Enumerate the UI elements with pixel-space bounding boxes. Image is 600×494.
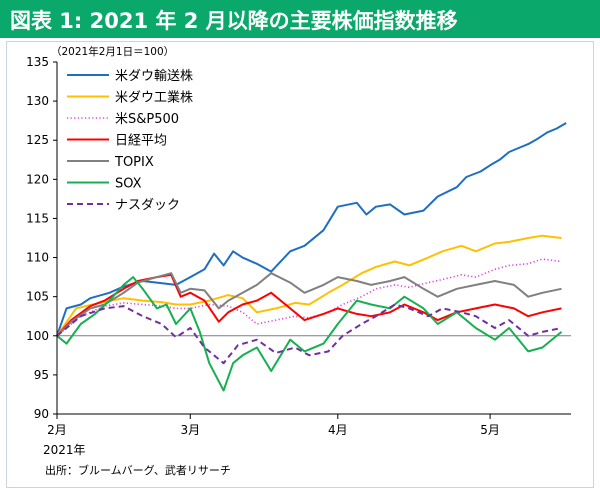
legend-label-6: ナスダック xyxy=(115,198,180,213)
legend-label-3: 日経平均 xyxy=(115,134,167,149)
y-tick-label: 105 xyxy=(26,290,49,304)
chart-panel: （2021年2月1日＝100） 90 95 100 105 110 115 120 125 13… xyxy=(6,41,594,488)
y-tick-label: 110 xyxy=(26,251,49,265)
y-tick-label: 125 xyxy=(26,133,49,147)
x-tick-label: 4月 xyxy=(328,423,348,437)
series-line-6 xyxy=(56,303,562,365)
legend-label-0: 米ダウ輸送株 xyxy=(115,69,193,84)
legend-label-1: 米ダウ工業株 xyxy=(115,90,193,106)
y-tick-label: 95 xyxy=(34,368,49,382)
x-axis-year-label: 2021年 xyxy=(43,443,86,457)
line-chart: （2021年2月1日＝100） 90 95 100 105 110 115 120 125 13… xyxy=(26,45,571,477)
series-layer xyxy=(56,122,567,392)
y-tick-label: 90 xyxy=(34,407,49,421)
axis-layer: 90 95 100 105 110 115 120 125 130 135 2月 3月 4月 5月 xyxy=(26,55,571,437)
y-tick-label: 130 xyxy=(26,94,49,108)
x-tick-label: 2月 xyxy=(47,423,67,437)
x-tick-label: 3月 xyxy=(180,423,200,437)
y-tick-label: 120 xyxy=(26,172,49,186)
source-note: 出所：ブルームバーグ、武者リサーチ xyxy=(45,463,231,477)
legend-label-5: SOX xyxy=(115,177,142,192)
series-line-3 xyxy=(56,273,562,337)
legend-label-2: 米S&P500 xyxy=(115,112,179,127)
y-tick-label: 115 xyxy=(26,211,49,225)
title-bar: 図表 1: 2021 年 2 月以降の主要株価指数推移 xyxy=(0,0,600,38)
series-line-0 xyxy=(56,122,567,337)
series-line-1 xyxy=(56,234,562,337)
x-tick-label: 5月 xyxy=(480,423,500,437)
y-tick-label: 135 xyxy=(26,55,49,69)
figure-title: 図表 1: 2021 年 2 月以降の主要株価指数推移 xyxy=(10,9,458,33)
y-tick-label: 100 xyxy=(26,329,49,343)
legend-label-4: TOPIX xyxy=(114,155,154,170)
series-line-2 xyxy=(56,258,562,337)
unit-note: （2021年2月1日＝100） xyxy=(51,45,174,58)
series-line-5 xyxy=(56,276,563,392)
series-line-4 xyxy=(56,272,562,337)
